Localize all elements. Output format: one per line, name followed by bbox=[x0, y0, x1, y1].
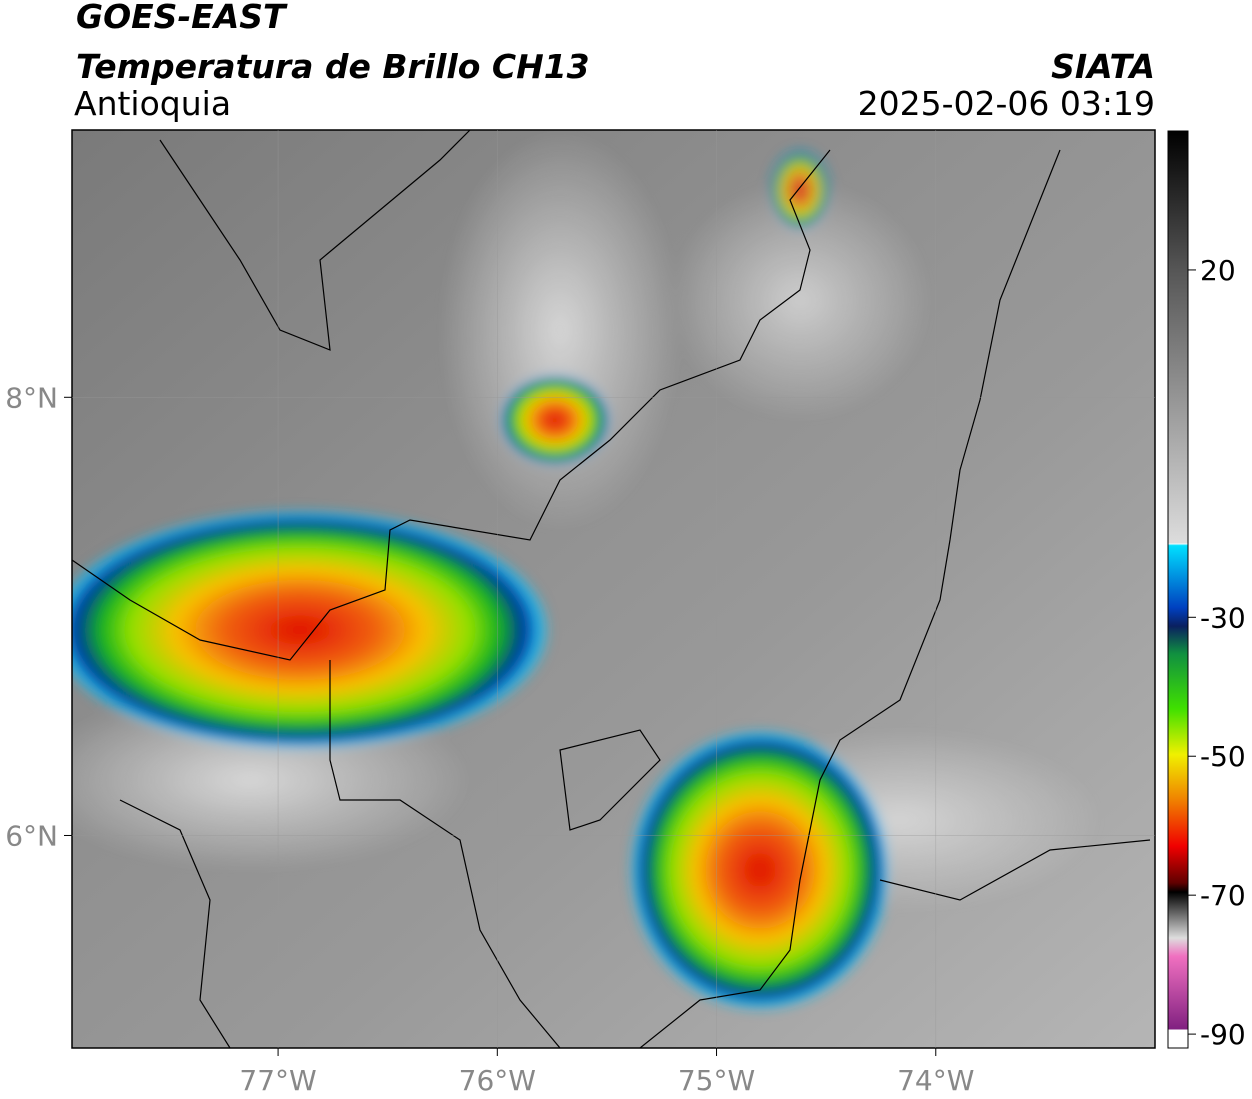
subtitle: Temperatura de Brillo CH13 bbox=[76, 47, 590, 86]
colorbar-label: 20 bbox=[1200, 254, 1236, 287]
map-frame bbox=[71, 129, 1156, 1049]
colorbar-label: -90 bbox=[1200, 1018, 1246, 1051]
x-tick-label: 77°W bbox=[239, 1064, 316, 1097]
y-tick-label: 6°N bbox=[5, 819, 58, 852]
title: GOES-EAST bbox=[76, 0, 288, 36]
region: Antioquia bbox=[74, 84, 231, 123]
datetime: 2025-02-06 03:19 bbox=[858, 84, 1155, 123]
colorbar-label: -30 bbox=[1200, 601, 1246, 634]
colorbar bbox=[1167, 130, 1189, 1049]
colorbar-label: -70 bbox=[1200, 879, 1246, 912]
x-tick-label: 74°W bbox=[897, 1064, 974, 1097]
map-image bbox=[72, 130, 1155, 1048]
source: SIATA bbox=[1051, 47, 1155, 86]
colorbar-label: -50 bbox=[1200, 740, 1246, 773]
y-tick-label: 8°N bbox=[5, 381, 58, 414]
x-tick-label: 75°W bbox=[678, 1064, 755, 1097]
x-tick-label: 76°W bbox=[459, 1064, 536, 1097]
